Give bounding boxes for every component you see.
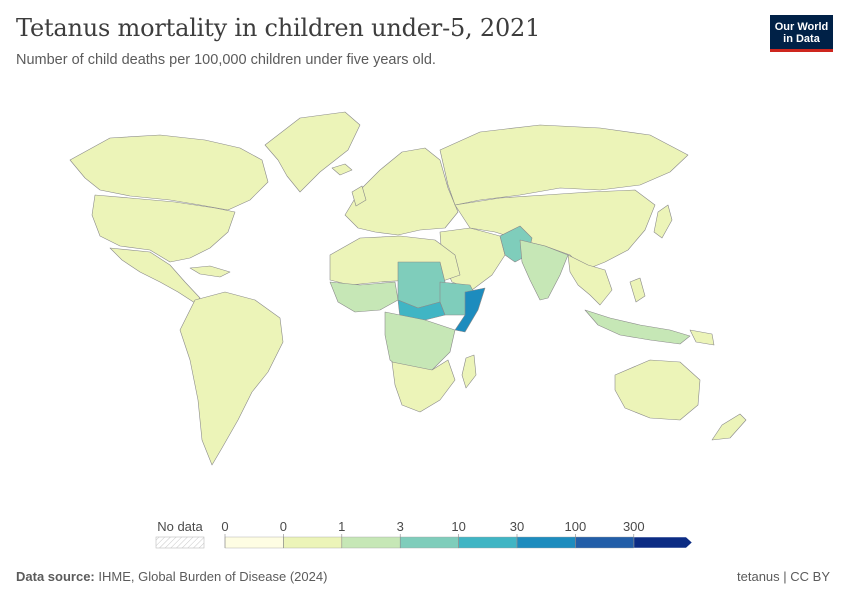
legend-no-data-swatch [155,536,205,549]
australia[interactable] [614,359,701,421]
united-kingdom[interactable] [351,185,367,207]
footer-license[interactable]: tetanus | CC BY [737,569,830,584]
legend-tick-label: 0 [221,519,228,534]
legend-bin[interactable] [283,536,342,549]
source-label: Data source: [16,569,95,584]
canada[interactable] [69,134,269,211]
legend-tick-label: 3 [397,519,404,534]
legend-tick-label: 0 [280,519,287,534]
united-states[interactable] [91,194,236,263]
new-zealand[interactable] [711,413,747,441]
legend-bin[interactable] [633,536,693,549]
legend-tick-label: 1 [338,519,345,534]
chart-title: Tetanus mortality in children under-5, 2… [16,14,541,42]
owid-logo[interactable]: Our World in Data [770,15,833,52]
philippines[interactable] [629,277,646,303]
world-map[interactable] [0,90,850,510]
legend-bin[interactable] [341,536,401,549]
legend-bin[interactable] [458,536,518,549]
logo-line-2: in Data [783,32,820,45]
legend-bin[interactable] [224,536,284,549]
west-africa[interactable] [329,281,399,313]
legend-no-data-label: No data [157,519,203,534]
legend-bin[interactable] [575,536,635,549]
papua-new-guinea[interactable] [689,329,715,346]
legend-tick-label: 10 [451,519,465,534]
madagascar[interactable] [461,354,477,389]
legend-tick-label: 100 [565,519,587,534]
russia[interactable] [439,124,689,206]
caribbean[interactable] [189,265,231,278]
legend-tick-label: 30 [510,519,524,534]
india[interactable] [519,239,569,301]
japan[interactable] [653,204,673,239]
legend: No data 0 0 1 3 10 30 100 300 [155,519,693,549]
iceland[interactable] [331,163,353,176]
indonesia[interactable] [584,309,691,345]
footer-source: Data source: IHME, Global Burden of Dise… [16,569,327,584]
sudan-chad[interactable] [397,261,446,309]
source-value[interactable]: IHME, Global Burden of Disease (2024) [98,569,328,584]
southern-africa[interactable] [391,359,456,413]
logo-line-1: Our World [774,20,829,33]
legend-tick-label: 300 [623,519,645,534]
south-america[interactable] [179,291,284,466]
chart-subtitle: Number of child deaths per 100,000 child… [16,52,436,68]
southeast-asia[interactable] [567,254,613,306]
legend-bin[interactable] [400,536,459,549]
greenland[interactable] [264,111,361,193]
somalia[interactable] [454,287,486,333]
legend-bin[interactable] [516,536,576,549]
